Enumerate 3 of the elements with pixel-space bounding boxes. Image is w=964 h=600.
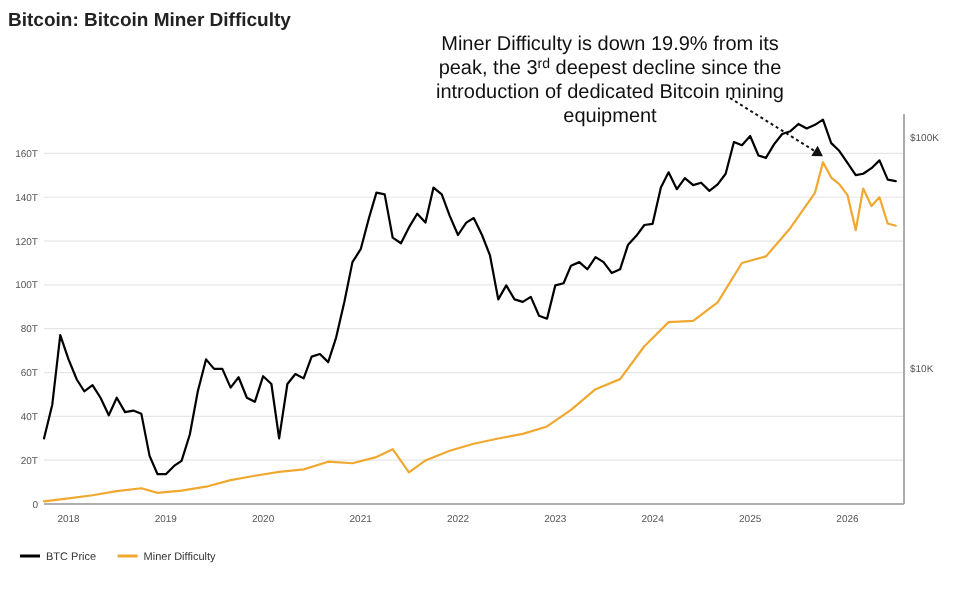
line-series bbox=[42, 161, 897, 503]
annotation: Miner Difficulty is down 19.9% from its peak, the 3$^{rd}$ deepest decline since the introduction of dedicated Bitcoin mining equipment bbox=[436, 34, 784, 128]
chart-title: Bitcoin: Bitcoin Miner Difficulty bbox=[8, 10, 293, 32]
